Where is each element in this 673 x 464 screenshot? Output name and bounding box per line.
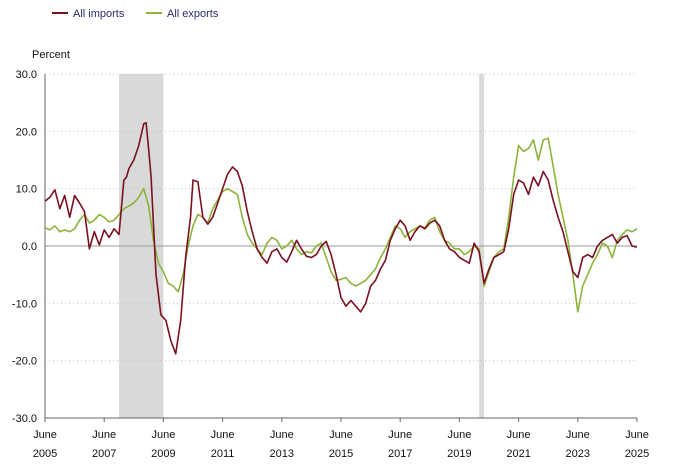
x-tick-month: June — [33, 429, 57, 441]
y-axis-label: Percent — [32, 49, 70, 61]
y-tick-label: 0.0 — [22, 241, 37, 253]
x-tick-month: June — [566, 429, 590, 441]
legend-label-exports: All exports — [167, 8, 219, 20]
y-tick-label: -10.0 — [12, 298, 37, 310]
y-tick-label: 10.0 — [16, 184, 37, 196]
legend: All imports All exports — [52, 8, 219, 20]
x-tick-month: June — [388, 429, 412, 441]
x-tick-year: 2013 — [270, 448, 294, 460]
x-tick-month: June — [92, 429, 116, 441]
x-tick-month: June — [211, 429, 235, 441]
tick-labels: 30.0 20.0 10.0 0.0 -10.0 -20.0 -30.0 June 2005 Ju… — [12, 69, 649, 460]
x-tick-month: June — [151, 429, 175, 441]
y-tick-label: -20.0 — [12, 356, 37, 368]
series-lines — [44, 121, 638, 355]
x-tick-month: June — [270, 429, 294, 441]
x-tick-year: 2019 — [447, 448, 471, 460]
x-tick-year: 2021 — [506, 448, 530, 460]
series-line-imports — [44, 121, 638, 355]
x-tick-year: 2017 — [388, 448, 412, 460]
y-tick-label: -30.0 — [12, 413, 37, 425]
x-tick-month: June — [507, 429, 531, 441]
x-tick-year: 2015 — [329, 448, 353, 460]
x-tick-month: June — [329, 429, 353, 441]
x-tick-year: 2025 — [625, 448, 649, 460]
x-tick-month: June — [625, 429, 649, 441]
x-tick-year: 2011 — [211, 448, 235, 460]
axes — [44, 74, 638, 422]
x-tick-year: 2007 — [92, 448, 116, 460]
x-tick-year: 2023 — [566, 448, 590, 460]
y-tick-label: 30.0 — [16, 69, 37, 81]
x-tick-month: June — [447, 429, 471, 441]
x-tick-year: 2009 — [151, 448, 175, 460]
x-tick-year: 2005 — [33, 448, 57, 460]
series-line-exports — [44, 137, 638, 313]
y-tick-label: 20.0 — [16, 126, 37, 138]
legend-label-imports: All imports — [73, 8, 125, 20]
